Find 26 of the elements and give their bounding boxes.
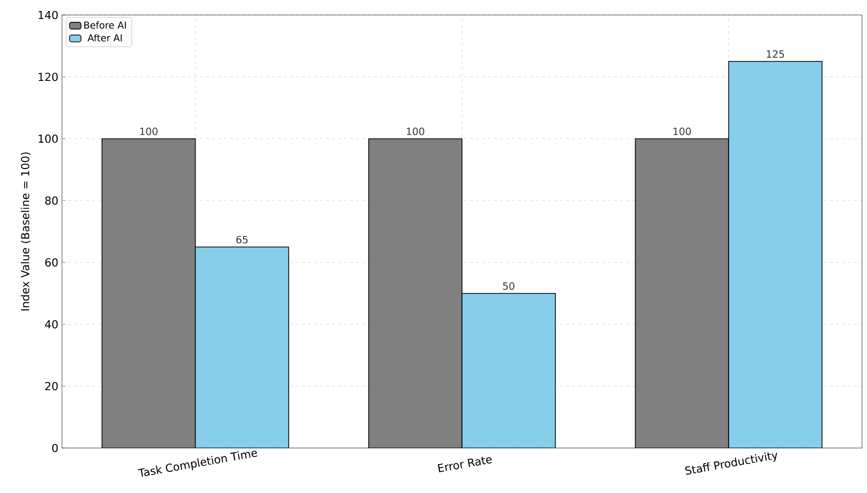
y-tick-label: 140	[38, 10, 58, 20]
bar	[368, 138, 462, 448]
legend-label: After AI	[88, 34, 122, 42]
data-label: 65	[236, 236, 248, 244]
bar	[634, 138, 730, 448]
data-label: 125	[766, 50, 784, 58]
y-tick-label: 0	[52, 444, 58, 452]
y-axis-title: Index Value (Baseline = 100)	[20, 152, 31, 310]
data-label: 100	[140, 128, 158, 136]
y-tick-label: 40	[45, 320, 58, 328]
y-tick-label: 20	[45, 382, 58, 390]
legend-label: Before AI	[84, 21, 126, 29]
data-label: 100	[674, 128, 691, 136]
bar	[728, 60, 822, 448]
x-tick-label: Staff Productivity	[685, 452, 778, 475]
bar	[102, 138, 196, 448]
y-tick-label: 100	[38, 134, 58, 143]
y-tick-label: 60	[45, 258, 58, 267]
bar	[194, 246, 290, 448]
x-tick-label: Task Completion Time	[138, 450, 258, 477]
x-tick-label: Error Rate	[438, 456, 492, 472]
y-tick-label: 120	[38, 72, 58, 82]
data-label: 50	[503, 282, 514, 290]
data-label: 100	[406, 128, 424, 136]
bar	[462, 292, 556, 448]
y-tick-label: 80	[45, 196, 58, 205]
